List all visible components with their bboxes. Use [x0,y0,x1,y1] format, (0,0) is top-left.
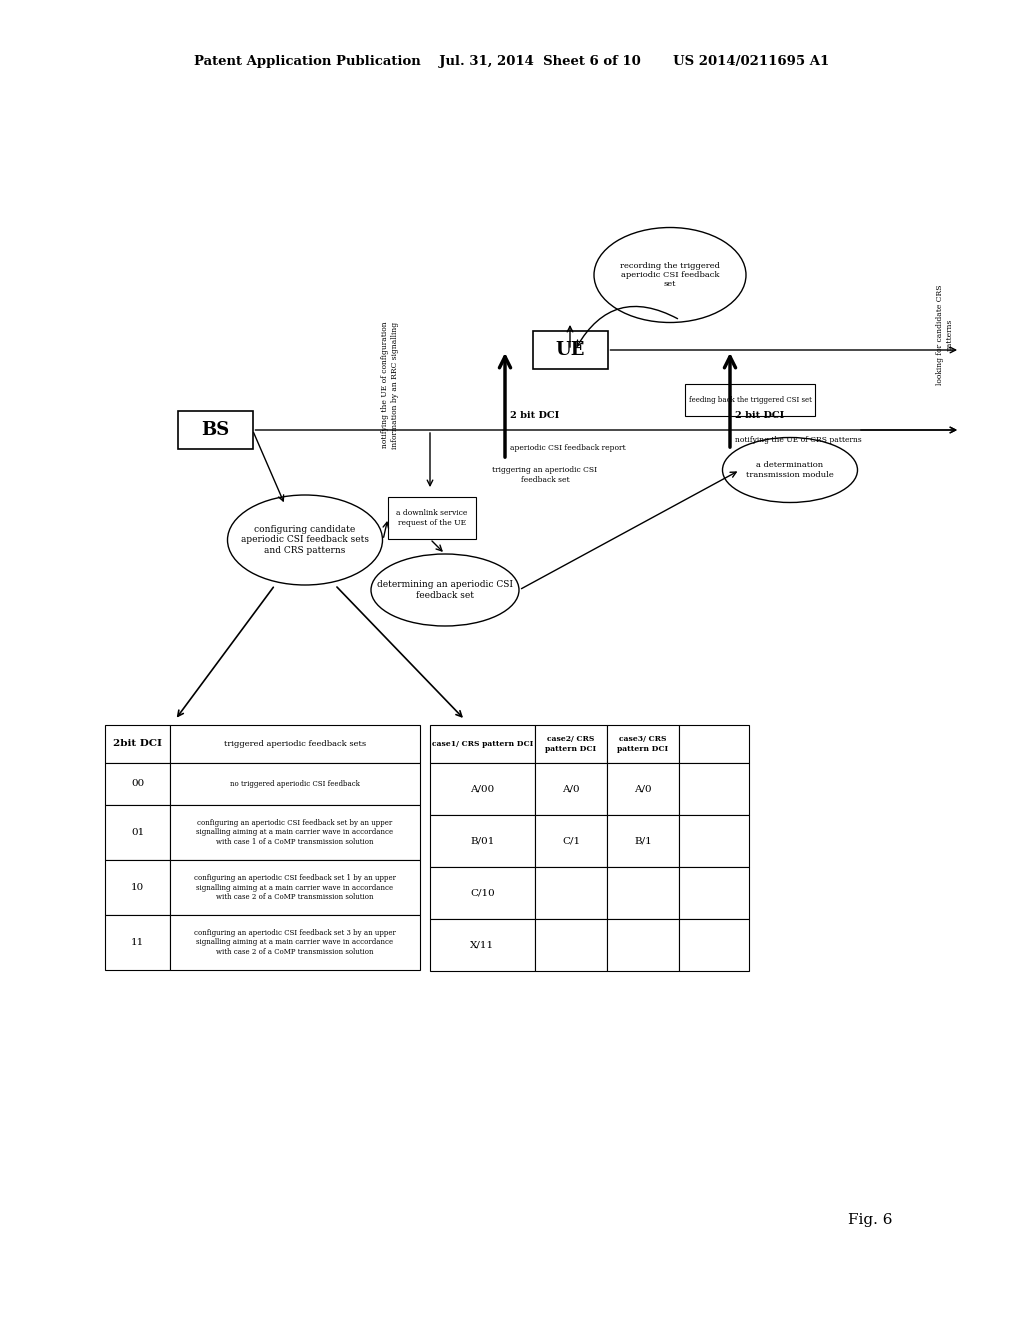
Bar [105,763,170,805]
Text: determining an aperiodic CSI
feedback set: determining an aperiodic CSI feedback se… [377,581,513,599]
Bar [430,919,535,972]
Bar [607,867,679,919]
Bar [679,867,749,919]
Bar [170,725,420,763]
Bar [430,763,535,814]
Text: 2bit DCI: 2bit DCI [113,739,162,748]
Text: UE: UE [555,341,585,359]
Text: feeding back the triggered CSI set: feeding back the triggered CSI set [688,396,811,404]
Text: B/1: B/1 [634,837,652,846]
Text: 10: 10 [131,883,144,892]
Bar [170,861,420,915]
Bar [535,867,607,919]
Bar [105,861,170,915]
Text: X/11: X/11 [470,940,495,949]
Bar [430,867,535,919]
Ellipse shape [227,495,383,585]
Text: recording the triggered
aperiodic CSI feedback
set: recording the triggered aperiodic CSI fe… [620,261,720,288]
Text: C/10: C/10 [470,888,495,898]
Bar [607,725,679,763]
Text: aperiodic CSI feedback report: aperiodic CSI feedback report [510,444,626,451]
Text: a downlink service
request of the UE: a downlink service request of the UE [396,510,468,527]
Text: BS: BS [201,421,229,440]
Bar [105,725,170,763]
Bar [679,919,749,972]
Bar [170,915,420,970]
Bar [607,763,679,814]
Bar [105,915,170,970]
Text: case3/ CRS
pattern DCI: case3/ CRS pattern DCI [617,735,669,752]
Bar [607,814,679,867]
Bar [535,814,607,867]
Text: case1/ CRS pattern DCI: case1/ CRS pattern DCI [432,741,534,748]
Bar [535,725,607,763]
Bar [177,411,253,449]
Text: triggered aperiodic feedback sets: triggered aperiodic feedback sets [224,741,366,748]
Text: configuring an aperiodic CSI feedback set 3 by an upper
signalling aiming at a m: configuring an aperiodic CSI feedback se… [195,929,396,956]
Text: 2 bit DCI: 2 bit DCI [735,411,784,420]
Bar [388,498,476,539]
Ellipse shape [371,554,519,626]
Text: a determination
transmission module: a determination transmission module [746,462,834,479]
Bar [535,763,607,814]
Text: case2/ CRS
pattern DCI: case2/ CRS pattern DCI [546,735,597,752]
Bar [170,805,420,861]
Text: A/0: A/0 [562,784,580,793]
Bar [607,919,679,972]
Text: Patent Application Publication    Jul. 31, 2014  Sheet 6 of 10       US 2014/021: Patent Application Publication Jul. 31, … [195,55,829,69]
Text: looking for candidate CRS
patterns: looking for candidate CRS patterns [936,285,953,385]
Bar [532,331,607,370]
Text: A/0: A/0 [634,784,652,793]
Text: no triggered aperiodic CSI feedback: no triggered aperiodic CSI feedback [230,780,360,788]
Text: configuring an aperiodic CSI feedback set 1 by an upper
signalling aiming at a m: configuring an aperiodic CSI feedback se… [194,874,396,900]
Text: notifying the UE of CRS patterns: notifying the UE of CRS patterns [735,436,862,444]
Text: A/00: A/00 [470,784,495,793]
Ellipse shape [594,227,746,322]
Ellipse shape [723,437,857,503]
Bar [430,725,535,763]
Bar [170,763,420,805]
Bar [685,384,815,416]
Text: C/1: C/1 [562,837,580,846]
Bar [105,805,170,861]
Text: notifying the UE of configuration
information by an RRC signalling: notifying the UE of configuration inform… [381,322,398,449]
Bar [679,814,749,867]
Text: Fig. 6: Fig. 6 [848,1213,892,1228]
Bar [535,919,607,972]
Text: 00: 00 [131,780,144,788]
Bar [679,763,749,814]
Text: 2 bit DCI: 2 bit DCI [510,411,559,420]
Text: B/01: B/01 [470,837,495,846]
Bar [430,814,535,867]
Text: 11: 11 [131,939,144,946]
Text: configuring candidate
aperiodic CSI feedback sets
and CRS patterns: configuring candidate aperiodic CSI feed… [241,525,369,554]
Bar [679,725,749,763]
Text: 01: 01 [131,828,144,837]
Text: triggering an aperiodic CSI
feedback set: triggering an aperiodic CSI feedback set [493,466,598,483]
Text: configuring an aperiodic CSI feedback set by an upper
signalling aiming at a mai: configuring an aperiodic CSI feedback se… [197,820,393,846]
